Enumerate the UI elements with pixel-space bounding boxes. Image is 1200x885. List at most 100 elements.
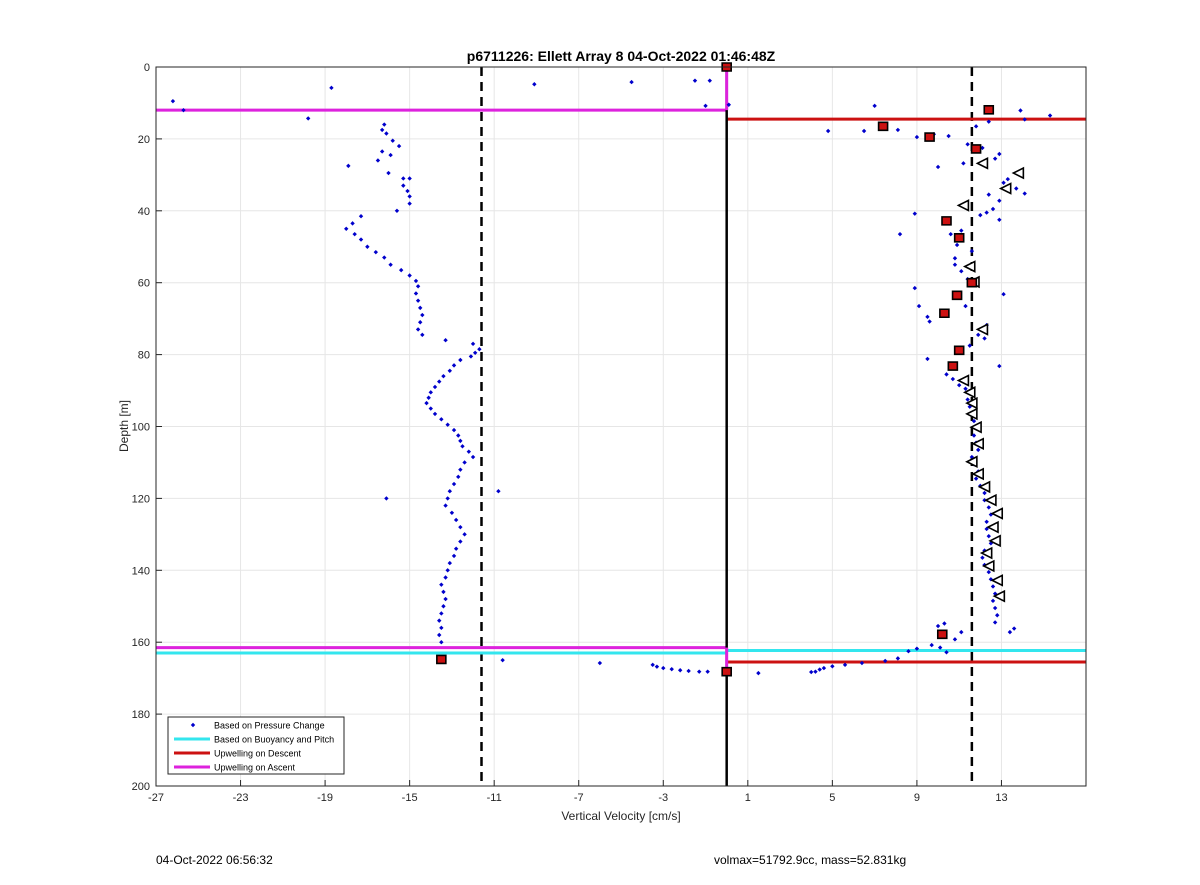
pressure-point	[895, 127, 901, 133]
triangle-marker	[962, 260, 976, 273]
pressure-point	[959, 629, 964, 635]
pressure-point	[973, 476, 979, 481]
pressure-point	[927, 319, 932, 324]
pressure-point	[500, 657, 505, 663]
x-tick-label: -3	[658, 792, 668, 804]
pressure-point	[914, 646, 920, 651]
footer-timestamp: 04-Oct-2022 06:56:32	[156, 853, 273, 867]
pressure-point	[443, 338, 448, 343]
triangle-marker	[1011, 166, 1025, 180]
y-tick-label: 40	[138, 206, 150, 218]
pressure-point	[1007, 629, 1013, 635]
pressure-point	[375, 158, 381, 163]
pressure-point	[944, 650, 949, 655]
pressure-point	[980, 145, 985, 151]
x-tick-label: 13	[995, 792, 1007, 804]
pressure-point	[997, 363, 1002, 369]
pressure-point	[959, 268, 964, 274]
pressure-point	[992, 620, 998, 625]
pressure-point	[384, 131, 389, 136]
triangle-marker	[971, 467, 985, 481]
legend-label: Upwelling on Ascent	[214, 763, 296, 773]
pressure-point	[407, 194, 412, 199]
pressure-point	[1014, 186, 1019, 191]
pressure-point	[959, 228, 964, 233]
y-tick-label: 140	[132, 565, 150, 577]
pressure-point	[952, 262, 958, 267]
pressure-point	[929, 642, 934, 648]
pressure-point	[388, 152, 393, 158]
pressure-point	[456, 433, 461, 438]
pressure-point	[992, 156, 998, 161]
pressure-point	[379, 127, 385, 133]
pressure-point	[466, 449, 472, 454]
pressure-point	[358, 237, 364, 242]
pressure-point	[997, 198, 1002, 203]
y-tick-label: 100	[132, 422, 150, 434]
pressure-point	[726, 102, 731, 107]
pressure-point	[413, 291, 419, 296]
pressure-point	[447, 368, 452, 373]
pressure-point	[462, 532, 467, 537]
pressure-point	[472, 350, 478, 356]
pressure-point	[984, 210, 989, 215]
pressure-point	[661, 665, 666, 671]
pressure-point	[942, 621, 947, 626]
pressure-point	[1001, 292, 1006, 297]
red-marker	[941, 216, 952, 226]
pressure-point	[388, 262, 393, 267]
pressure-point	[415, 298, 421, 303]
triangle-marker	[979, 546, 993, 560]
pressure-point	[350, 221, 355, 226]
pressure-point	[859, 660, 865, 666]
pressure-point	[954, 242, 960, 248]
pressure-point	[935, 623, 941, 629]
pressure-point	[428, 390, 433, 395]
pressure-point	[821, 665, 827, 671]
pressure-point	[453, 517, 459, 523]
pressure-point	[443, 503, 448, 508]
legend-label: Based on Buoyancy and Pitch	[214, 735, 334, 745]
pressure-point	[707, 78, 712, 83]
pressure-point	[686, 668, 691, 674]
red-marker	[983, 104, 995, 115]
pressure-point	[420, 312, 425, 318]
pressure-point	[677, 668, 683, 673]
pressure-point	[424, 400, 429, 406]
triangle-marker	[975, 323, 989, 336]
data-points	[170, 78, 1053, 676]
pressure-point	[971, 433, 977, 438]
pressure-point	[445, 496, 450, 501]
pressure-point	[439, 417, 444, 422]
pressure-point	[842, 662, 848, 668]
pressure-point	[458, 438, 463, 444]
x-tick-label: 1	[745, 792, 751, 804]
triangle-marker	[965, 407, 978, 421]
pressure-point	[437, 618, 442, 623]
x-tick-label: -11	[487, 792, 502, 804]
pressure-point	[984, 519, 989, 524]
pressure-point	[352, 231, 357, 237]
pressure-point	[344, 226, 349, 231]
pressure-point	[460, 444, 465, 449]
pressure-point	[305, 116, 311, 121]
x-tick-label: -7	[574, 792, 584, 804]
pressure-point	[458, 357, 463, 363]
pressure-point	[982, 336, 987, 341]
pressure-point	[1011, 626, 1017, 631]
pressure-point	[986, 119, 991, 124]
pressure-point	[995, 613, 1000, 618]
pressure-point	[961, 161, 966, 166]
pressure-point	[390, 138, 395, 143]
triangle-marker	[962, 386, 976, 399]
triangle-marker	[988, 534, 1001, 548]
triangle-marker	[956, 374, 970, 387]
pressure-point	[379, 149, 385, 154]
red-marker	[951, 290, 963, 301]
pressure-point	[825, 128, 831, 134]
y-tick-label: 0	[144, 62, 150, 74]
pressure-point	[398, 267, 404, 273]
pressure-point	[952, 637, 958, 642]
pressure-point	[976, 447, 981, 453]
pressure-point	[963, 386, 968, 391]
